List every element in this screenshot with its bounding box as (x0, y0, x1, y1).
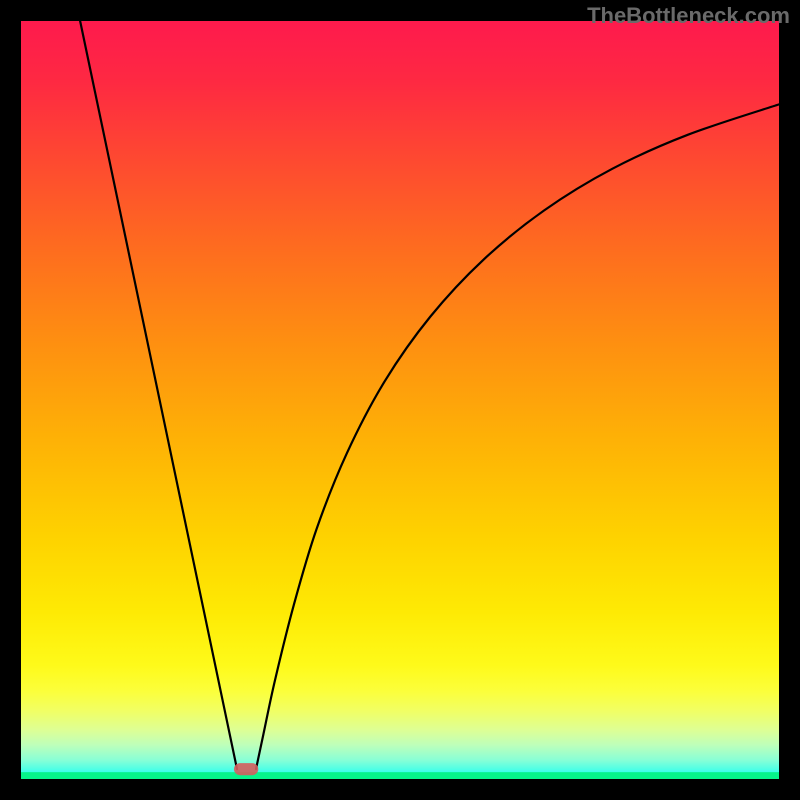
bottom-band (21, 772, 779, 779)
chart-container: TheBottleneck.com (0, 0, 800, 800)
optimum-marker (234, 763, 258, 775)
chart-background (21, 21, 779, 779)
bottleneck-chart (0, 0, 800, 800)
